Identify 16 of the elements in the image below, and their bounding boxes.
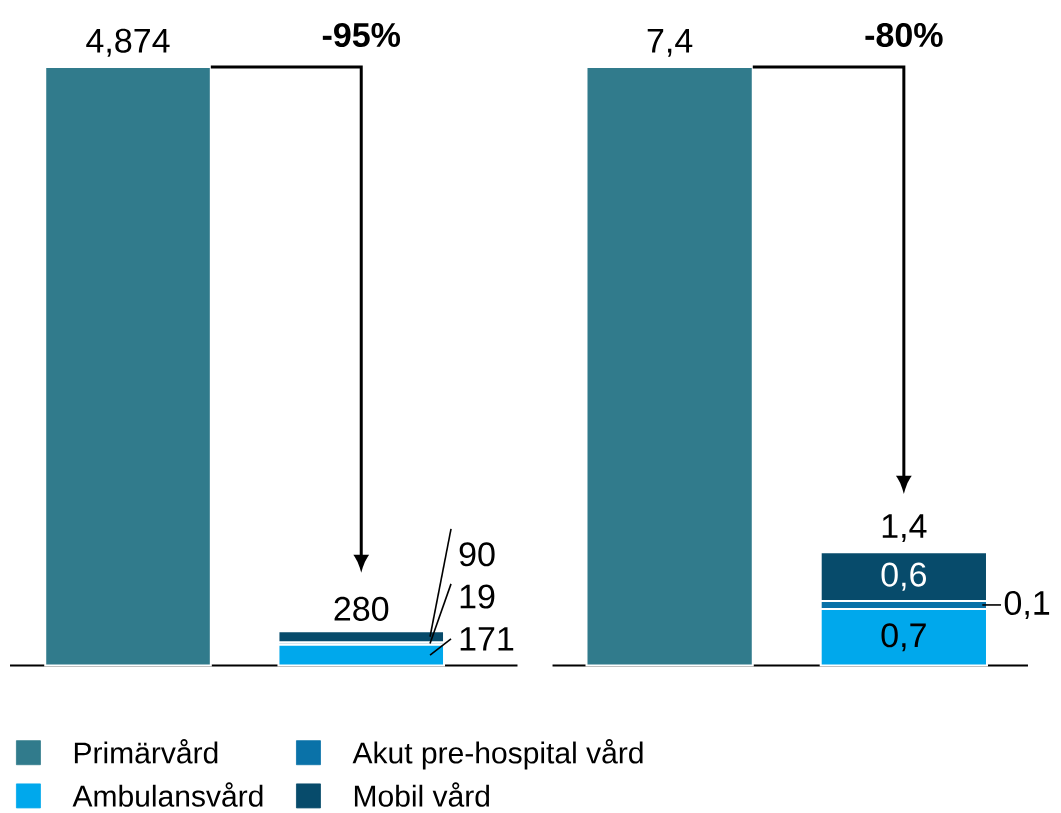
legend-label: Mobil vård (354, 782, 490, 807)
data-label: 4,874 (86, 28, 170, 57)
legend-label: Akut pre-hospital vård (352, 739, 643, 770)
legend-label: Ambulansvård (72, 782, 263, 807)
legend-label: Primärvård (74, 739, 218, 764)
data-label: 7,4 (647, 29, 693, 57)
data-label: 0,1 (1004, 591, 1050, 620)
total-label: 280 (334, 596, 389, 622)
text: -95% (322, 23, 401, 48)
data-label: 19 (460, 584, 495, 609)
text: -80% (865, 23, 943, 48)
data-label: 0,7 (881, 623, 926, 652)
data-label: 0,6 (881, 562, 926, 591)
data-label: 171 (460, 627, 514, 651)
data-label: 90 (459, 542, 495, 567)
total-label: 1,4 (882, 514, 927, 543)
